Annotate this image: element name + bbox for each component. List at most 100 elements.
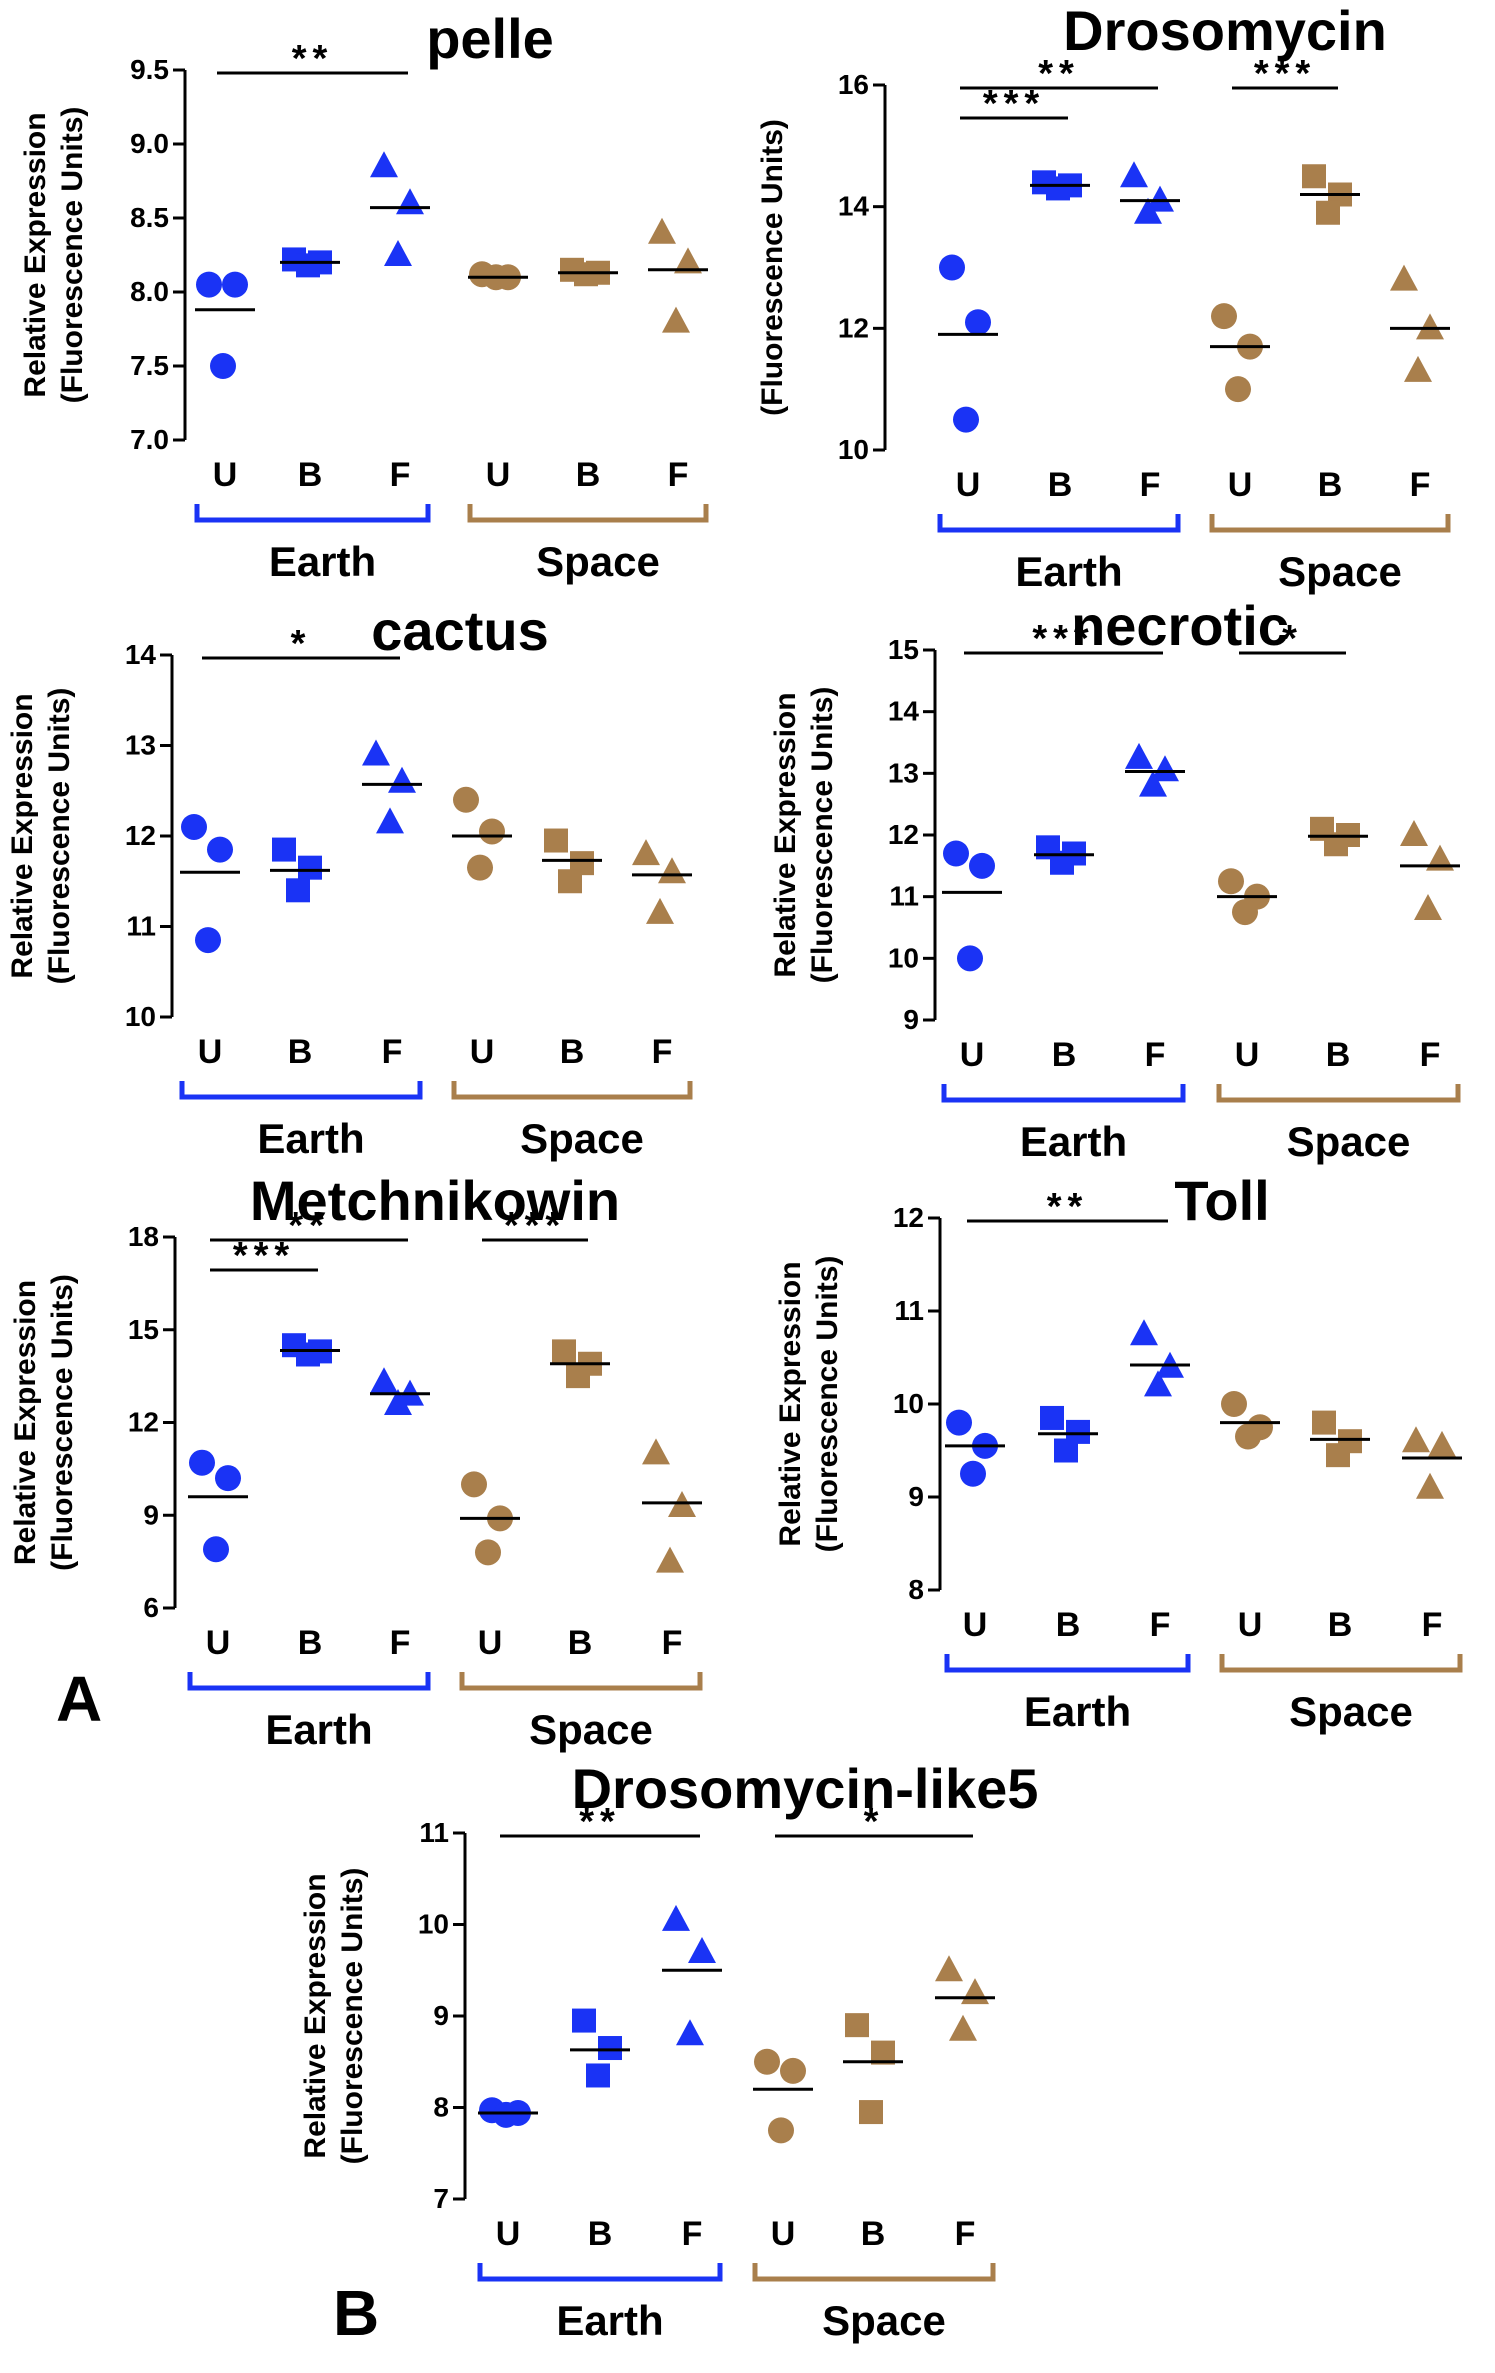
y-tick-label: 9.0 (130, 128, 169, 159)
x-tick-label: F (652, 1033, 673, 1071)
x-tick-label: U (470, 1033, 495, 1071)
x-tick-label: U (1238, 1606, 1263, 1644)
data-point-space-f (1416, 1472, 1444, 1499)
data-point-earth-b (1040, 1405, 1064, 1430)
x-tick-label: U (496, 2215, 521, 2253)
data-point-earth-u (946, 1409, 972, 1436)
data-point-space-b (558, 869, 582, 894)
data-point-space-u (780, 2057, 806, 2084)
data-point-space-f (961, 1978, 989, 2005)
data-point-earth-u (181, 813, 207, 840)
y-tick-label: 7.0 (130, 424, 169, 455)
group-bracket-earth (937, 514, 1181, 533)
y-tick-label: 9 (433, 2000, 449, 2031)
group-label-earth: Earth (1024, 1688, 1131, 1735)
data-point-earth-f (1146, 185, 1174, 212)
data-point-space-b (544, 828, 568, 853)
data-point-earth-u (207, 836, 233, 863)
data-point-space-b (1316, 200, 1340, 225)
y-axis-label-line1: Relative Expression (6, 693, 39, 978)
y-tick-label: 12 (125, 820, 156, 851)
data-point-space-f (674, 247, 702, 274)
group-label-earth: Earth (1015, 548, 1122, 595)
chart-panel-metchnikowin: Metchnikowin 6 9 12 15 18 Relative Expression(… (9, 1169, 703, 1753)
significance-label: ** (292, 38, 334, 80)
data-point-space-f (1400, 820, 1428, 846)
data-point-earth-b (1046, 176, 1070, 201)
x-tick-label: B (298, 456, 323, 494)
data-point-space-u (1225, 376, 1251, 403)
x-tick-label: F (662, 1624, 683, 1662)
data-point-space-f (1426, 844, 1454, 871)
group-bracket-space (1219, 1654, 1463, 1673)
x-tick-label: F (1422, 1606, 1443, 1644)
data-point-earth-f (1134, 197, 1162, 224)
data-point-earth-f (362, 739, 390, 766)
y-tick-label: 10 (893, 1388, 924, 1419)
data-point-earth-f (1151, 755, 1179, 782)
y-axis-label-line1: Relative Expression (299, 1873, 332, 2158)
x-tick-label: U (206, 1624, 231, 1662)
group-label-earth: Earth (265, 1706, 372, 1753)
y-tick-label: 8.0 (130, 276, 169, 307)
x-tick-label: U (771, 2215, 796, 2253)
data-point-space-f (1428, 1430, 1456, 1457)
x-tick-label: B (588, 2215, 613, 2253)
x-tick-label: F (1150, 1606, 1171, 1644)
group-label-space: Space (1278, 548, 1402, 595)
data-point-earth-b (296, 253, 320, 278)
data-point-earth-u (203, 1536, 229, 1563)
x-tick-label: B (1052, 1036, 1077, 1074)
y-tick-label: 13 (125, 730, 156, 761)
data-point-space-f (1404, 355, 1432, 382)
y-tick-label: 16 (838, 69, 869, 100)
panel-label-a: A (56, 1663, 103, 1735)
x-tick-label: U (198, 1033, 223, 1071)
chart-panel-drosomycin: Drosomycin 10 12 14 16 (Fluorescence Units) U B… (756, 0, 1451, 595)
y-tick-label: 14 (888, 696, 920, 727)
y-tick-label: 7 (433, 2183, 449, 2214)
data-point-earth-b (1054, 1438, 1078, 1463)
significance-label: ** (288, 1205, 330, 1247)
data-point-space-f (1414, 894, 1442, 920)
x-tick-label: B (576, 456, 601, 494)
group-bracket-space (467, 504, 709, 523)
group-bracket-space (459, 1672, 703, 1691)
y-axis-label-line2: (Fluorescence Units) (56, 107, 89, 404)
y-axis-label-line2: (Fluorescence Units) (336, 1868, 369, 2165)
y-axis-label-line1: Relative Expression (769, 692, 802, 977)
significance-label: * (1282, 618, 1303, 660)
significance-label: * (864, 1801, 885, 1843)
group-bracket-space (1209, 514, 1451, 533)
data-point-earth-u (215, 1465, 241, 1492)
data-point-earth-u (222, 271, 248, 298)
x-tick-label: F (1140, 466, 1161, 504)
data-point-earth-u (493, 2101, 519, 2128)
data-point-space-f (658, 857, 686, 884)
x-tick-label: B (1318, 466, 1343, 504)
data-point-space-b (1326, 1443, 1350, 1468)
x-tick-label: B (1328, 1606, 1353, 1644)
x-tick-label: B (560, 1033, 585, 1071)
data-point-earth-f (662, 1904, 690, 1931)
data-point-earth-f (370, 151, 398, 178)
data-point-space-f (1416, 313, 1444, 340)
group-bracket-space (1216, 1084, 1461, 1103)
chart-panel-drosomycin-like5: Drosomycin-like5 7 8 9 10 11 Relative Expressi… (299, 1757, 1038, 2344)
data-point-space-u (475, 1539, 501, 1566)
group-label-earth: Earth (257, 1115, 364, 1162)
data-point-earth-f (676, 2019, 704, 2046)
y-tick-label: 11 (126, 911, 156, 942)
chart-title: necrotic (1071, 594, 1289, 657)
x-tick-label: F (390, 456, 411, 494)
y-axis-label-line2: (Fluorescence Units) (756, 119, 789, 416)
group-bracket-earth (941, 1084, 1186, 1103)
data-point-space-b (859, 2100, 883, 2125)
data-point-earth-u (210, 353, 236, 379)
x-tick-label: B (1056, 1606, 1081, 1644)
data-point-space-u (1235, 1423, 1261, 1450)
data-point-space-f (646, 897, 674, 924)
group-bracket-earth (477, 2263, 723, 2282)
x-tick-label: U (960, 1036, 985, 1074)
data-point-space-f (1390, 264, 1418, 291)
